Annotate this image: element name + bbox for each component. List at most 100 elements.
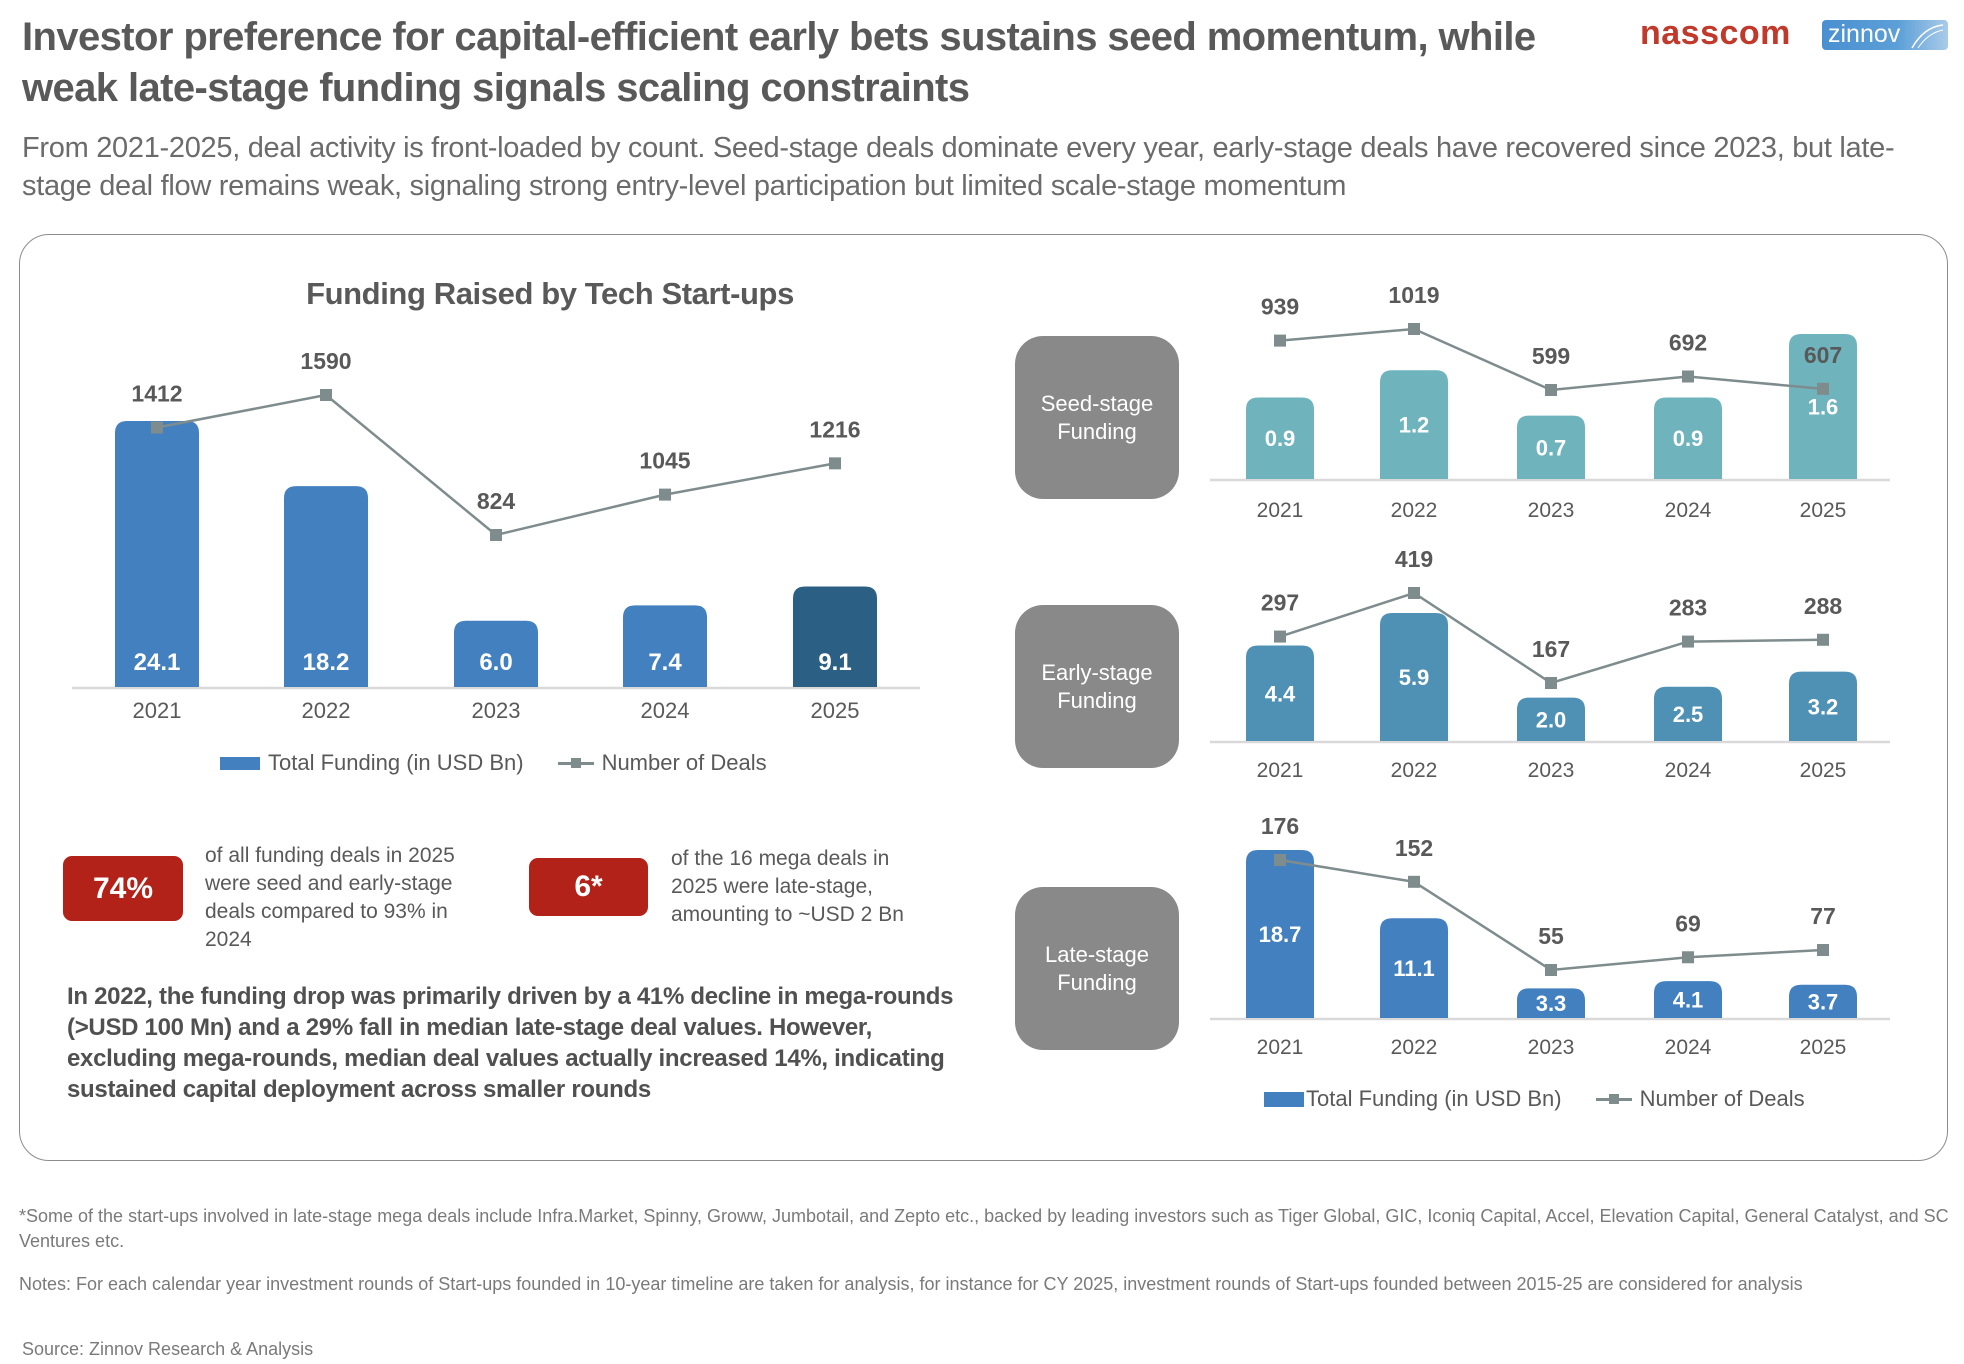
seed-bar-2021 [1246,397,1314,479]
early-bar-2024 [1654,686,1722,741]
highlight-badge-mega-deals: 6* [529,858,648,916]
seed-bar-label-2021: 0.9 [1265,426,1296,451]
late-bar-label-2024: 4.1 [1673,988,1704,1013]
total-deals-label-2025: 1216 [809,416,860,442]
footnote-notes: Notes: For each calendar year investment… [19,1274,1803,1294]
seed-year-label-2025: 2025 [1800,499,1847,522]
seed-year-label-2024: 2024 [1665,499,1712,522]
total-bar-2022 [284,486,368,687]
total-bar-2023 [454,620,538,687]
early-deals-marker-2024 [1682,635,1694,648]
seed-deals-label-2024: 692 [1669,329,1707,355]
nasscom-logo: nasscom [1640,14,1791,52]
late-bar-label-2023: 3.3 [1536,991,1567,1016]
total-year-label-2022: 2022 [302,698,351,723]
early-year-label-2023: 2023 [1528,759,1575,782]
zinnov-logo: zinnov [1822,20,1948,50]
total-year-label-2021: 2021 [133,698,182,723]
late-bar-2025 [1789,984,1857,1018]
seed-deals-label-2022: 1019 [1388,282,1439,308]
late-deals-label-2021: 176 [1261,813,1299,839]
stage-label-late: Late-stage Funding [1015,887,1179,1050]
late-deals-marker-2025 [1817,944,1829,956]
early-deals-label-2024: 283 [1669,595,1707,621]
early-deals-label-2022: 419 [1395,546,1433,572]
early-year-label-2025: 2025 [1800,759,1847,782]
total-deals-marker-2021 [151,421,163,434]
late-bar-2021 [1246,850,1314,1018]
late-deals-marker-2024 [1682,951,1694,964]
legend-line-swatch-icon [1595,1093,1632,1105]
insight-paragraph: In 2022, the funding drop was primarily … [67,983,954,1103]
early-bar-2025 [1789,671,1857,741]
late-year-label-2025: 2025 [1800,1036,1847,1059]
content-card [19,234,1948,1161]
late-bar-2022 [1380,918,1448,1018]
legend-total-funding-label: Total Funding (in USD Bn) [268,750,524,775]
highlight-text-seed-early-share: of all funding deals in 2025 were seed a… [205,844,455,951]
footnote-source: Source: Zinnov Research & Analysis [22,1339,314,1359]
seed-bar-label-2022: 1.2 [1399,413,1430,438]
seed-deals-marker-2022 [1408,323,1420,335]
early-deals-marker-2021 [1274,630,1286,643]
highlight-badge-seed-early-share: 74% [63,856,183,921]
late-deals-marker-2023 [1545,964,1557,976]
legend-line-swatch-icon [557,757,594,769]
total-bar-label-2023: 6.0 [479,649,512,676]
late-deals-label-2024: 69 [1675,910,1701,936]
late-deals-line [1279,858,1824,972]
early-year-label-2021: 2021 [1257,759,1304,782]
total-deals-label-2021: 1412 [131,381,182,407]
early-year-label-2022: 2022 [1391,759,1438,782]
seed-bar-2022 [1380,370,1448,479]
early-deals-label-2023: 167 [1532,636,1570,662]
total-deals-label-2022: 1590 [300,348,351,374]
seed-bar-2024 [1654,397,1722,479]
seed-bar-label-2024: 0.9 [1673,426,1704,451]
late-bar-label-2021: 18.7 [1259,922,1302,947]
stage-charts-legend: Total Funding (in USD Bn) Number of Deal… [1264,1086,1805,1112]
late-deals-label-2023: 55 [1538,923,1564,949]
early-bar-label-2021: 4.4 [1265,681,1296,706]
seed-year-label-2021: 2021 [1257,499,1304,522]
total-deals-marker-2022 [320,389,332,401]
total-deals-label-2024: 1045 [639,448,690,474]
late-year-label-2023: 2023 [1528,1036,1575,1059]
early-bar-label-2025: 3.2 [1808,694,1839,719]
late-deals-marker-2022 [1408,875,1420,888]
total-bar-label-2022: 18.2 [303,649,350,676]
early-bar-2021 [1246,645,1314,741]
seed-bar-2025 [1789,334,1857,479]
legend-number-of-deals-label: Number of Deals [1639,1086,1805,1111]
legend-total-funding-label: Total Funding (in USD Bn) [1306,1086,1562,1111]
late-bar-label-2025: 3.7 [1808,989,1839,1014]
seed-deals-label-2021: 939 [1261,294,1299,320]
late-bar-2024 [1654,981,1722,1018]
total-chart-legend: Total Funding (in USD Bn) Number of Deal… [220,750,767,776]
early-deals-marker-2023 [1545,677,1557,689]
zinnov-logo-text: zinnov [1828,20,1901,48]
total-bar-2021 [115,421,199,687]
seed-year-label-2022: 2022 [1391,499,1438,522]
late-deals-label-2022: 152 [1395,835,1433,861]
late-year-label-2022: 2022 [1391,1036,1438,1059]
late-year-label-2024: 2024 [1665,1036,1712,1059]
stage-label-seed: Seed-stage Funding [1015,336,1179,499]
seed-bar-2023 [1517,415,1585,479]
total-bar-label-2025: 9.1 [818,649,851,676]
legend-bar-swatch [220,756,260,770]
stage-label-early: Early-stage Funding [1015,605,1179,768]
page-subtitle: From 2021-2025, deal activity is front-l… [22,132,1895,202]
seed-bar-label-2025: 1.6 [1808,395,1839,420]
early-bar-2023 [1517,697,1585,741]
early-bar-2022 [1380,613,1448,741]
late-deals-marker-2021 [1274,854,1286,866]
total-chart-title: Funding Raised by Tech Start-ups [306,276,794,311]
early-bar-label-2022: 5.9 [1399,665,1430,690]
total-deals-line [156,393,836,537]
total-year-label-2024: 2024 [641,698,690,723]
early-deals-label-2025: 288 [1804,593,1843,619]
legend-bar-swatch [1264,1091,1304,1107]
late-deals-label-2025: 77 [1810,903,1836,929]
total-deals-marker-2023 [490,529,502,541]
